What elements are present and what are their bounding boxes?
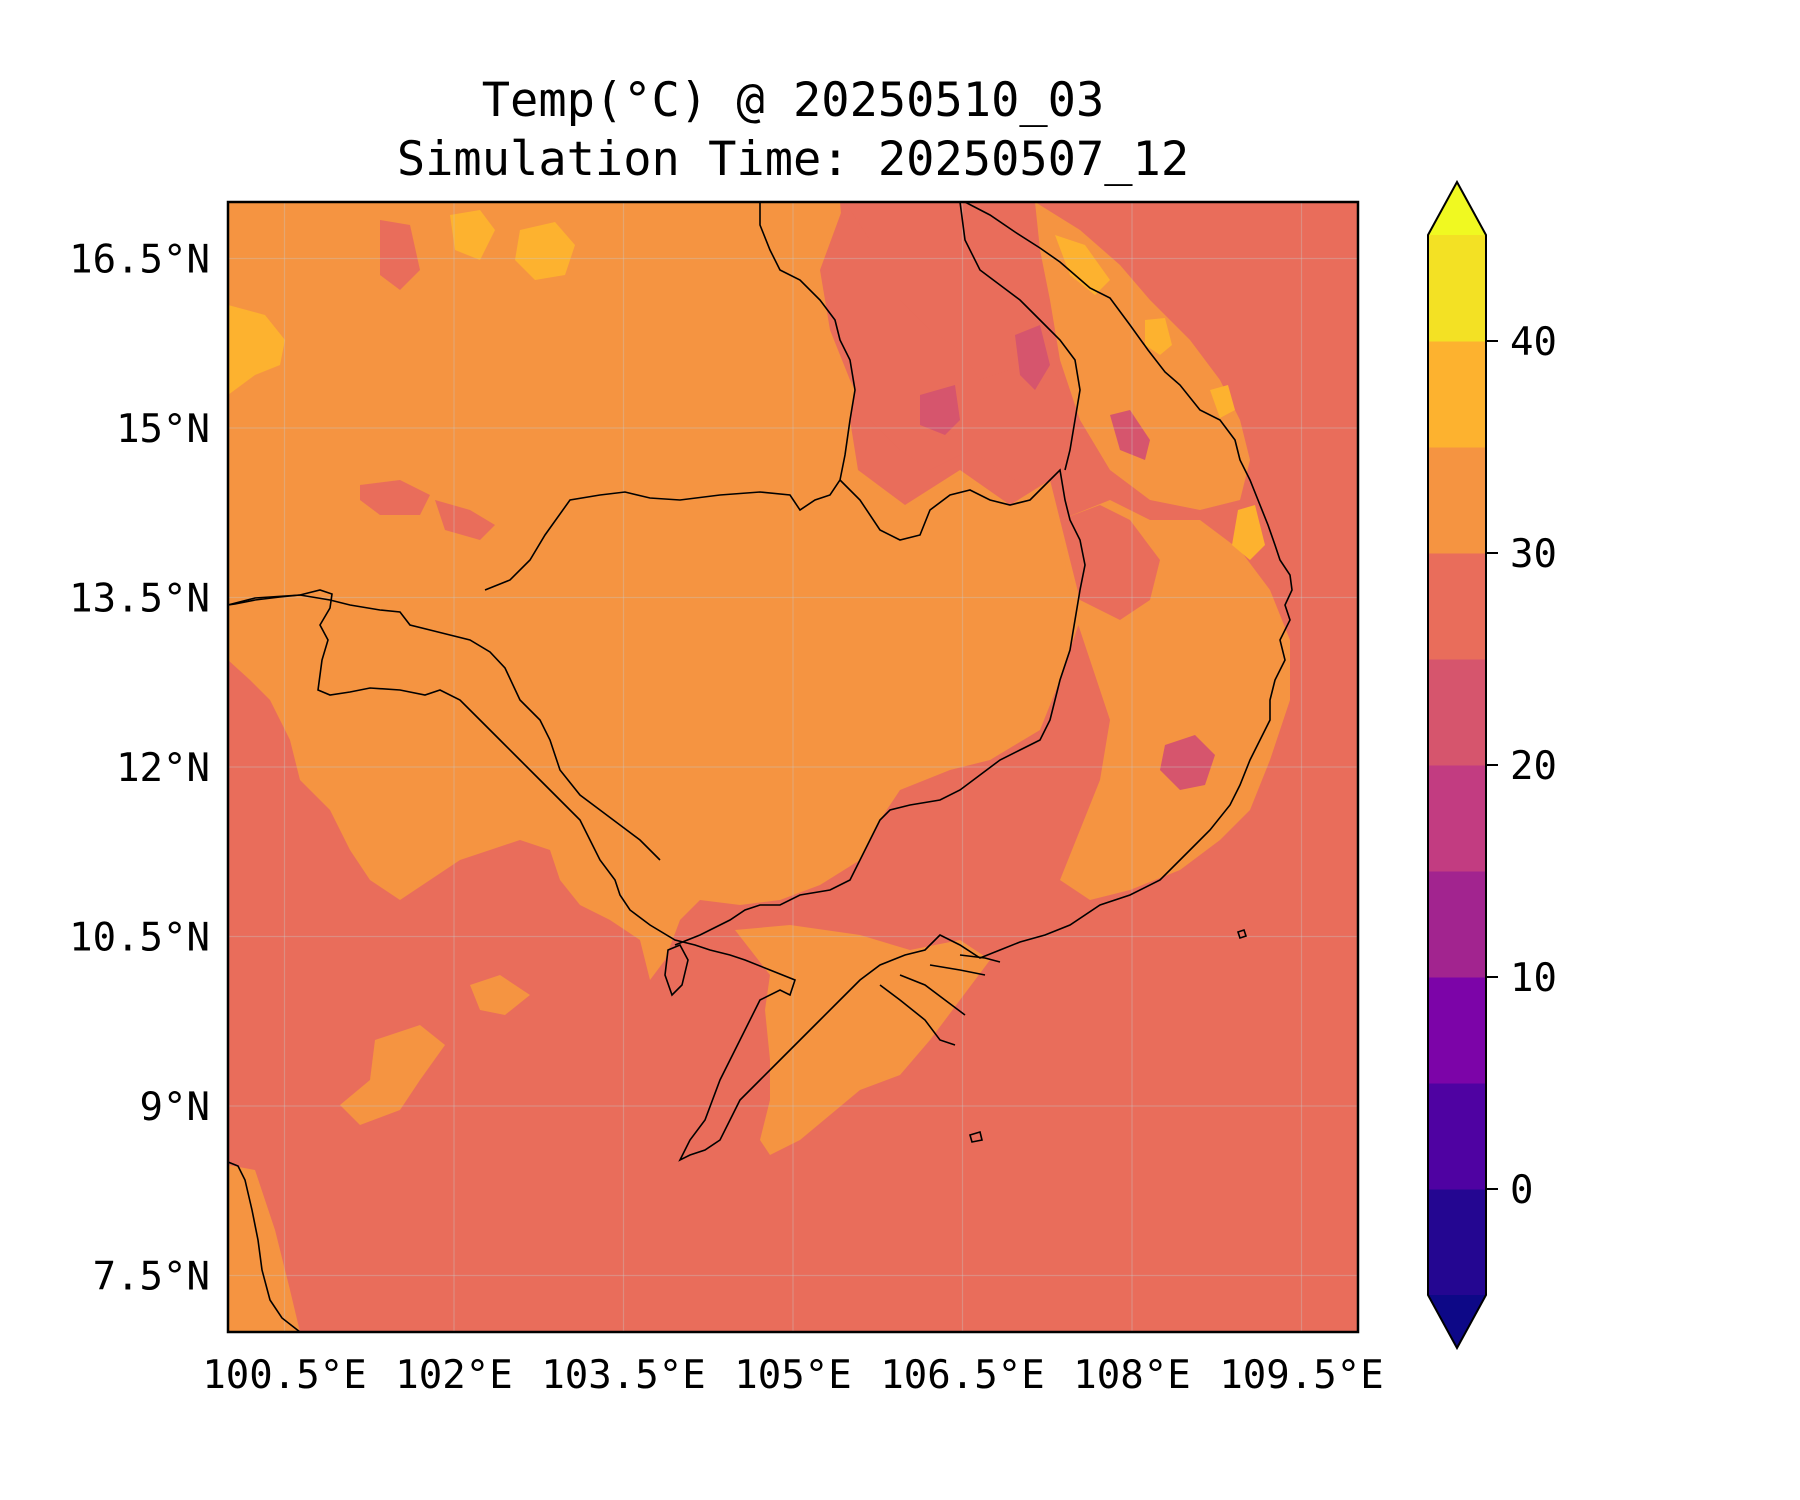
hot-spot-laos-2 [450, 210, 495, 260]
colorbar-extend-under [1428, 1295, 1486, 1348]
cool-patch-thailand-2 [435, 500, 495, 540]
cold-patch-vietnam-north [1015, 325, 1050, 390]
colorbar-extend-over [1428, 182, 1486, 235]
lon-tick-label: 103.5°E [541, 1353, 705, 1398]
hot-spot-vietnam-coast-2 [1145, 318, 1172, 355]
border-laos-vietnam [959, 202, 1081, 471]
border-cambodia-vietnam [674, 468, 1086, 946]
temperature-colorbar: 0 10 20 30 40 [1427, 179, 1557, 1351]
lat-tick-label: 7.5°N [93, 1255, 210, 1300]
cold-patch-vietnam-highlands [1110, 410, 1150, 460]
colorbar-segment [1428, 977, 1486, 1084]
warm-region-thailand-laos-cambodia [228, 202, 1080, 980]
cool-patch-thailand-1 [360, 480, 430, 515]
colorbar-segment [1428, 1189, 1486, 1296]
latitude-axis: 7.5°N 9°N 10.5°N 12°N 13.5°N 15°N 16.5°N [69, 238, 210, 1300]
warm-region-mekong-delta [735, 925, 990, 1155]
longitude-axis: 100.5°E 102°E 103.5°E 105°E 106.5°E 108°E 109.… [202, 1353, 1383, 1398]
country-borders [228, 202, 1086, 946]
warm-patch-gulf-2 [470, 975, 530, 1015]
colorbar-tick-label: 30 [1510, 532, 1557, 577]
colorbar-segment [1428, 235, 1486, 342]
colorbar-segment [1428, 341, 1486, 448]
map-gridlines [228, 202, 1358, 1332]
hot-spot-vietnam-coast-4 [1232, 505, 1265, 560]
coastline-island-east [1236, 928, 1248, 940]
border-thailand-laos-cambodia [228, 594, 661, 861]
lon-tick-label: 109.5°E [1219, 1353, 1383, 1398]
cold-patch-vietnam-south [1160, 735, 1215, 790]
coastlines [228, 202, 1293, 1332]
lon-tick-label: 105°E [734, 1353, 851, 1398]
figure-subtitle: Simulation Time: 20250507_12 [397, 132, 1189, 187]
cool-patch-central-highlands [1060, 505, 1160, 620]
lat-tick-label: 9°N [140, 1085, 210, 1130]
warm-patch-south-thailand [228, 1165, 300, 1332]
colorbar-segment [1428, 871, 1486, 978]
coastline-south-thailand [228, 1161, 301, 1332]
colorbar-tick-label: 40 [1510, 320, 1557, 365]
figure-title: Temp(°C) @ 20250510_03 [482, 73, 1105, 128]
hot-spot-vietnam-coast-3 [1210, 385, 1235, 418]
warm-patch-gulf-1 [340, 1025, 445, 1125]
colorbar-segment [1428, 553, 1486, 660]
lat-tick-label: 10.5°N [69, 916, 210, 961]
border-cambodia-north [484, 202, 856, 591]
colorbar-tick-label: 0 [1510, 1168, 1533, 1213]
lon-tick-label: 108°E [1073, 1353, 1190, 1398]
colorbar-outline [1427, 179, 1487, 1351]
lon-tick-label: 100.5°E [202, 1353, 366, 1398]
colorbar-segment [1428, 1083, 1486, 1190]
map-panel: 100.5°E 102°E 103.5°E 105°E 106.5°E 108°E 109.… [69, 200, 1384, 1398]
hot-spot-vietnam-coast-1 [1055, 235, 1110, 295]
cool-patch-laos-1 [380, 220, 420, 290]
lon-tick-label: 102°E [395, 1353, 512, 1398]
coastline-island-phu-quoc [664, 943, 689, 997]
coastline-island-con-dao [969, 1130, 983, 1143]
cool-patch-laos-east [820, 202, 1080, 490]
colorbar-segment [1428, 765, 1486, 872]
lat-tick-label: 13.5°N [69, 577, 210, 622]
cold-patch-laos [920, 385, 960, 435]
lat-tick-label: 15°N [116, 407, 210, 452]
coastline-mainland [228, 202, 1293, 1162]
map-frame [226, 200, 1360, 1334]
hot-spot-laos-1 [515, 222, 575, 280]
colorbar-tick-label: 20 [1510, 744, 1557, 789]
coastline-mekong-mouths [879, 954, 1001, 1046]
lat-tick-label: 16.5°N [69, 238, 210, 283]
colorbar-segment [1428, 659, 1486, 766]
colorbar-tick-label: 10 [1510, 956, 1557, 1001]
colorbar-segment [1428, 447, 1486, 554]
hot-spot-thailand-west [228, 305, 285, 395]
lat-tick-label: 12°N [116, 746, 210, 791]
lon-tick-label: 106.5°E [880, 1353, 1044, 1398]
